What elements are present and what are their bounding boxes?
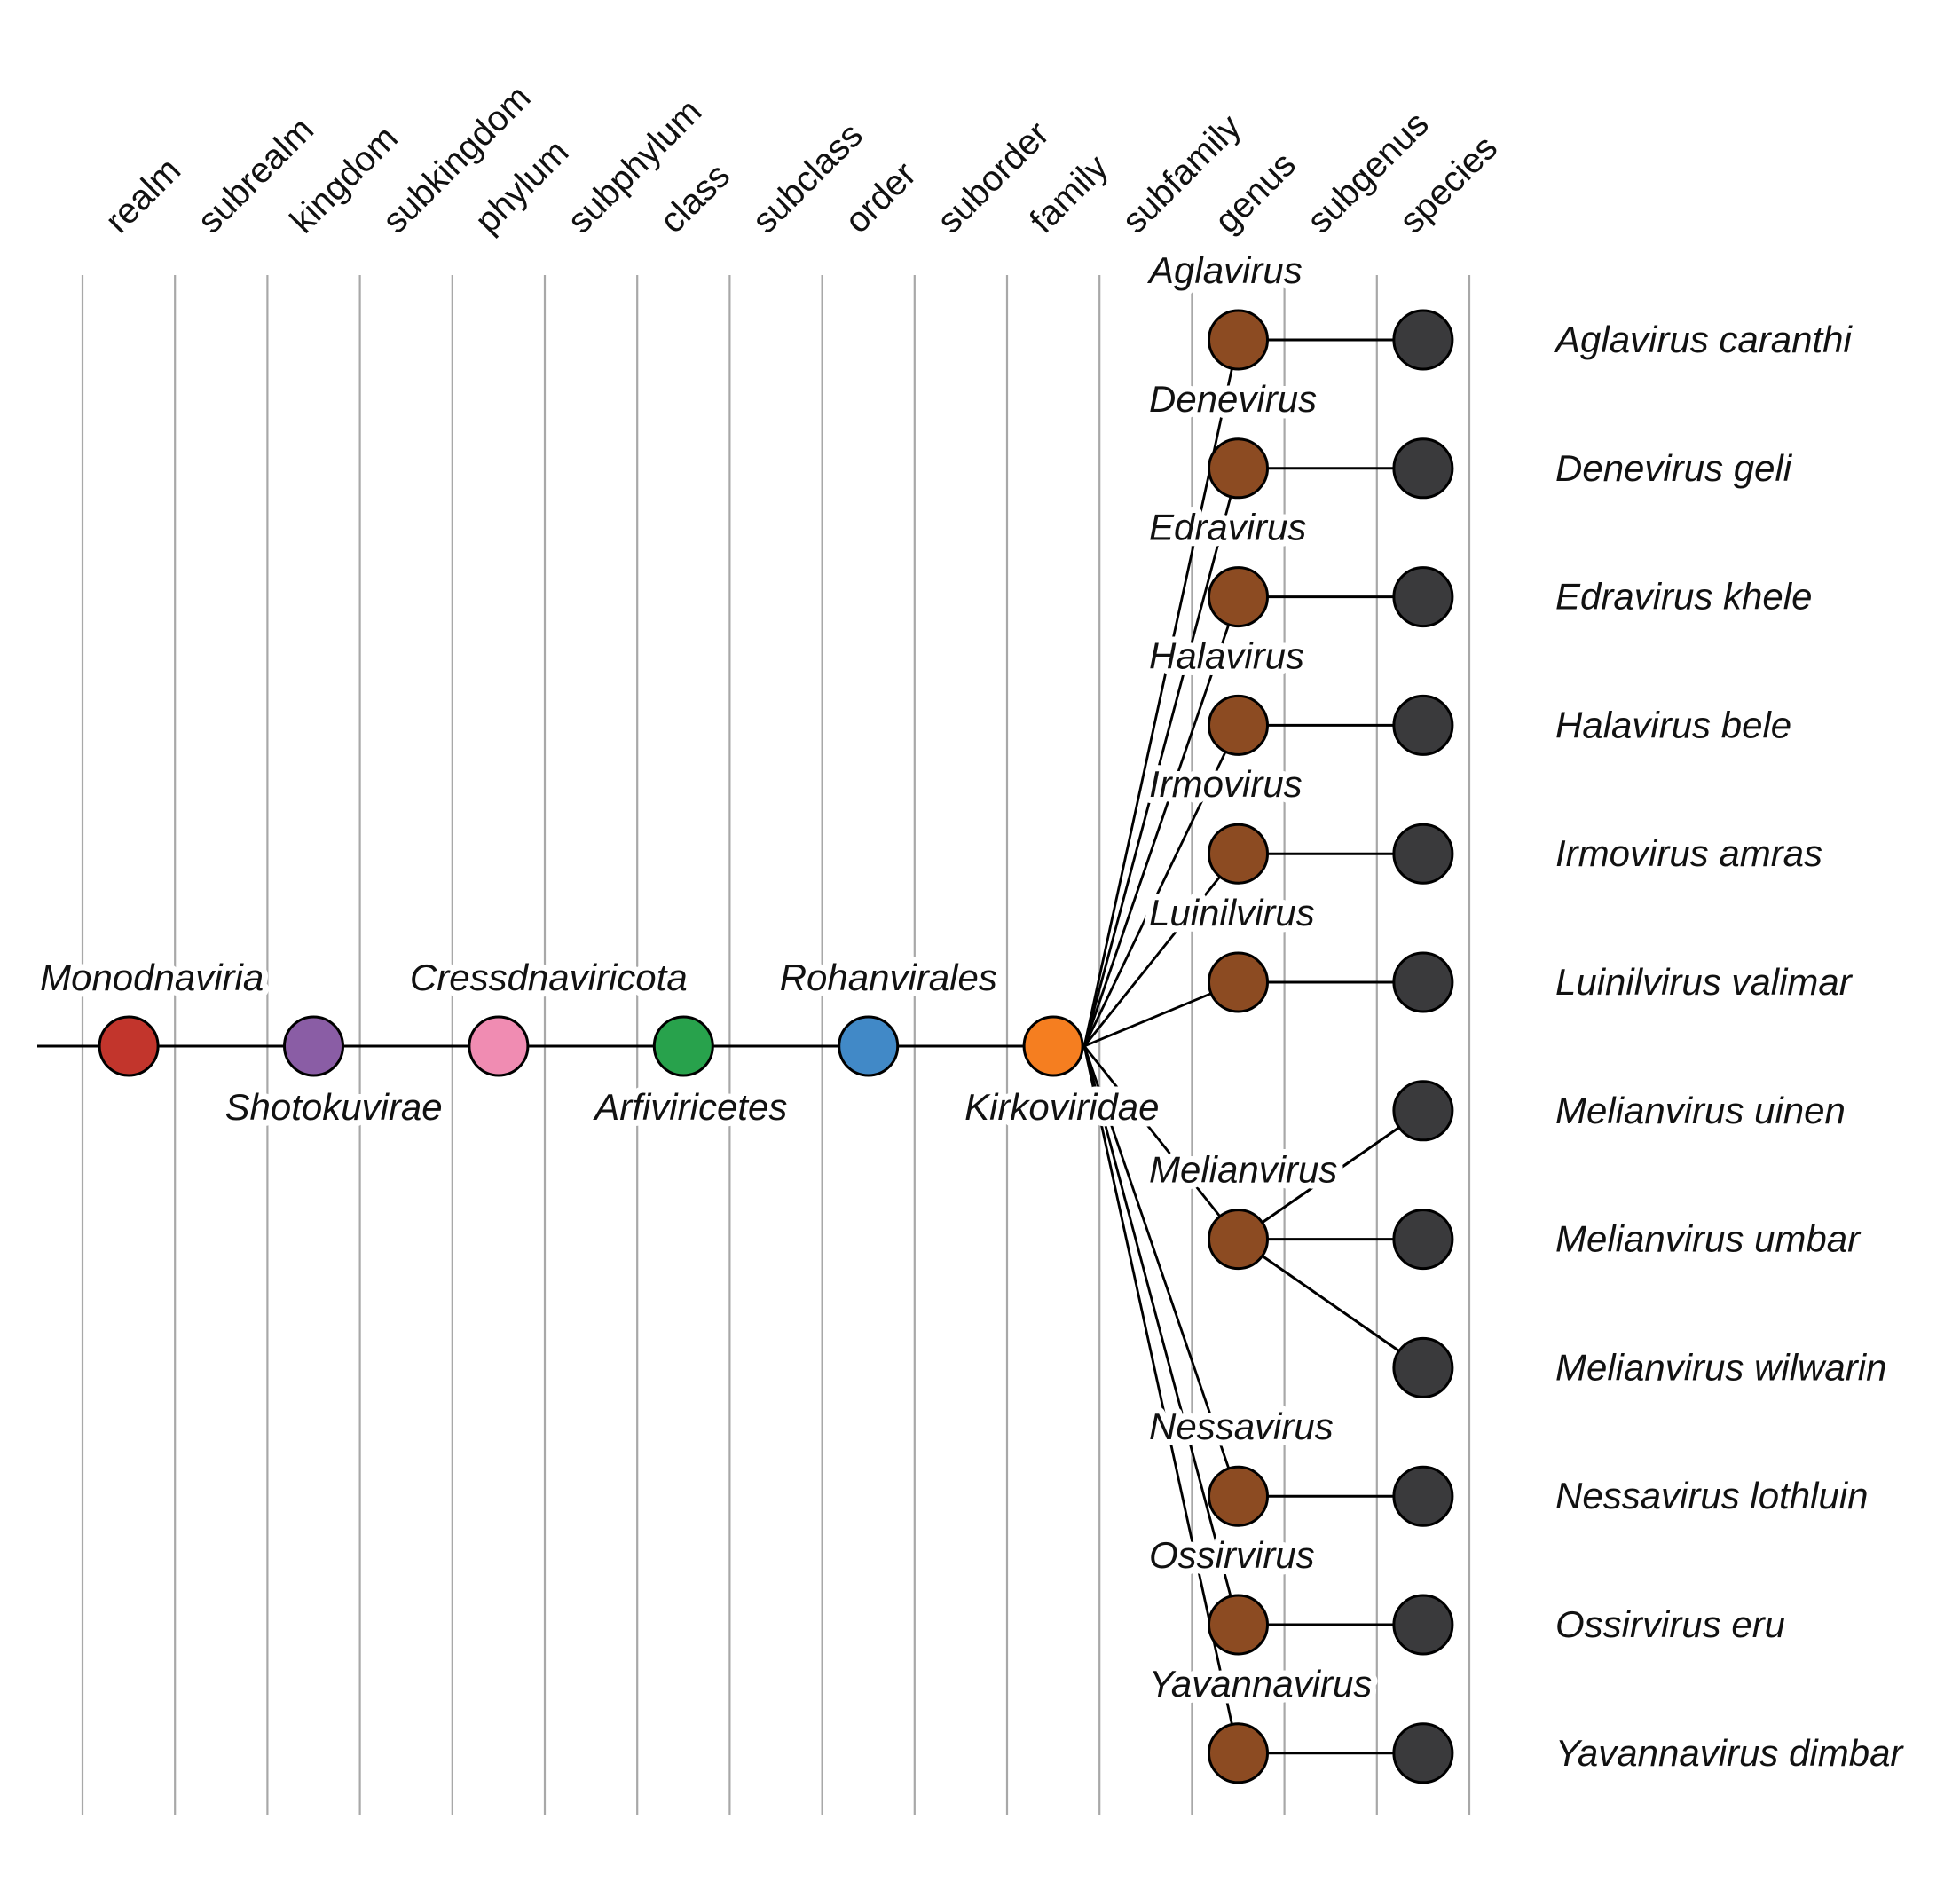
genus-node-halavirus	[1208, 694, 1269, 756]
family-to-genus-link-ossirvirus	[1082, 1045, 1240, 1626]
label-genus-irmovirus: Irmovirus	[1149, 763, 1303, 805]
species-node-luinilvirus-valimar	[1392, 951, 1454, 1013]
label-species-ossirvirus-eru: Ossirvirus eru	[1555, 1603, 1785, 1645]
label-genus-yavannavirus: Yavannavirus	[1149, 1663, 1372, 1705]
genus-node-luinilvirus	[1208, 951, 1269, 1013]
label-species-nessavirus-lothluin: Nessavirus lothluin	[1555, 1475, 1869, 1516]
label-genus-denevirus: Denevirus	[1149, 378, 1317, 420]
genus-to-species-link-melianvirus-uinen	[1237, 1109, 1424, 1240]
rank-header-class: class	[653, 156, 738, 241]
label-shotokuvirae: Shotokuvirae	[225, 1086, 443, 1128]
genus-node-irmovirus	[1208, 823, 1269, 885]
species-node-ossirvirus-eru	[1392, 1594, 1454, 1656]
node-family-kirkoviridae	[1022, 1015, 1084, 1077]
species-node-melianvirus-umbar	[1392, 1209, 1454, 1271]
node-kingdom-shotokuvirae	[283, 1015, 344, 1077]
species-node-yavannavirus-dimbar	[1392, 1722, 1454, 1784]
label-cressdnaviricota: Cressdnaviricota	[410, 957, 688, 998]
family-to-genus-link-melianvirus	[1083, 1045, 1240, 1240]
node-phylum-cressdnaviricota	[468, 1015, 530, 1077]
genus-node-denevirus	[1208, 437, 1269, 500]
species-node-melianvirus-wilwarin	[1392, 1336, 1454, 1398]
label-genus-aglavirus: Aglavirus	[1146, 249, 1303, 291]
genus-node-aglavirus	[1208, 309, 1269, 371]
genus-node-ossirvirus	[1208, 1594, 1269, 1656]
family-to-genus-link-nessavirus	[1082, 1045, 1240, 1497]
node-order-rohanvirales	[838, 1015, 900, 1077]
genus-to-species-link-melianvirus-wilwarin	[1237, 1238, 1424, 1369]
label-species-edravirus-khele: Edravirus khele	[1555, 576, 1812, 618]
label-rohanvirales: Rohanvirales	[780, 957, 997, 998]
species-node-edravirus-khele	[1392, 566, 1454, 628]
label-genus-nessavirus: Nessavirus	[1149, 1406, 1334, 1447]
label-species-melianvirus-umbar: Melianvirus umbar	[1555, 1218, 1862, 1260]
family-to-genus-link-aglavirus	[1082, 339, 1240, 1047]
species-node-denevirus-geli	[1392, 437, 1454, 500]
node-class-arfiviricetes	[652, 1015, 714, 1077]
node-realm-monodnaviria	[98, 1015, 160, 1077]
family-to-genus-link-denevirus	[1082, 468, 1240, 1047]
label-species-yavannavirus-dimbar: Yavannavirus dimbar	[1555, 1732, 1904, 1774]
genus-node-nessavirus	[1208, 1465, 1269, 1527]
label-species-melianvirus-wilwarin: Melianvirus wilwarin	[1555, 1346, 1886, 1388]
label-species-melianvirus-uinen: Melianvirus uinen	[1555, 1090, 1846, 1131]
label-monodnaviria: Monodnaviria	[40, 957, 264, 998]
family-to-genus-link-irmovirus	[1083, 853, 1240, 1047]
family-to-genus-link-edravirus	[1082, 596, 1240, 1047]
species-node-nessavirus-lothluin	[1392, 1465, 1454, 1527]
genus-node-melianvirus	[1208, 1209, 1269, 1271]
species-node-melianvirus-uinen	[1392, 1080, 1454, 1142]
label-species-luinilvirus-valimar: Luinilvirus valimar	[1555, 961, 1854, 1003]
genus-node-edravirus	[1208, 566, 1269, 628]
label-genus-ossirvirus: Ossirvirus	[1149, 1534, 1315, 1576]
label-arfiviricetes: Arfiviricetes	[592, 1086, 787, 1128]
label-species-denevirus-geli: Denevirus geli	[1555, 447, 1793, 489]
species-node-aglavirus-caranthi	[1392, 309, 1454, 371]
label-species-irmovirus-amras: Irmovirus amras	[1555, 832, 1822, 874]
rank-header-realm: realm	[98, 151, 188, 241]
rank-header-order: order	[838, 154, 924, 240]
label-species-halavirus-bele: Halavirus bele	[1555, 704, 1791, 745]
label-genus-edravirus: Edravirus	[1149, 507, 1306, 548]
label-genus-luinilvirus: Luinilvirus	[1149, 892, 1315, 933]
species-node-irmovirus-amras	[1392, 823, 1454, 885]
label-kirkoviridae: Kirkoviridae	[964, 1086, 1159, 1128]
label-genus-melianvirus: Melianvirus	[1149, 1149, 1337, 1191]
label-genus-halavirus: Halavirus	[1149, 634, 1304, 676]
label-species-aglavirus-caranthi: Aglavirus caranthi	[1553, 319, 1853, 360]
family-to-genus-link-halavirus	[1082, 724, 1240, 1047]
species-node-halavirus-bele	[1392, 694, 1454, 756]
genus-node-yavannavirus	[1208, 1722, 1269, 1784]
